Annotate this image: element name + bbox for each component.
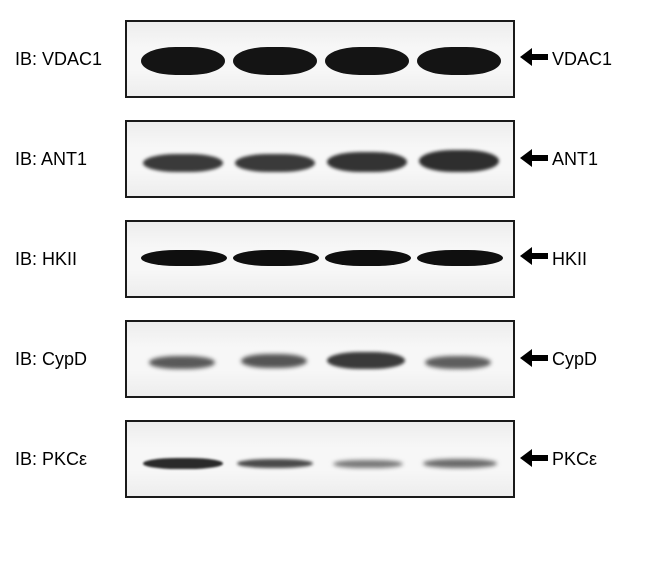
band-vdac1-lane2: [233, 47, 317, 75]
left-label-hkii: IB: HKII: [15, 249, 125, 270]
blot-row-hkii: IB: HKII HKII: [15, 220, 635, 298]
blot-box-pkce: [125, 420, 515, 498]
right-label-pkce: PKCε: [550, 449, 597, 470]
blot-row-ant1: IB: ANT1 ANT1: [15, 120, 635, 198]
arrow-icon: [515, 420, 550, 498]
band-cypd-lane4: [425, 356, 491, 369]
left-label-ant1: IB: ANT1: [15, 149, 125, 170]
blot-row-cypd: IB: CypD CypD: [15, 320, 635, 398]
arrow-icon: [515, 20, 550, 98]
blot-box-hkii: [125, 220, 515, 298]
band-hkii-lane2: [233, 250, 319, 266]
right-label-ant1: ANT1: [550, 149, 598, 170]
band-ant1-lane4: [419, 150, 499, 172]
blot-box-cypd: [125, 320, 515, 398]
right-label-cypd: CypD: [550, 349, 597, 370]
left-label-cypd: IB: CypD: [15, 349, 125, 370]
blot-row-vdac1: IB: VDAC1 VDAC1: [15, 20, 635, 98]
arrow-icon: [515, 120, 550, 198]
arrow-icon: [515, 220, 550, 298]
band-ant1-lane3: [327, 152, 407, 172]
band-pkce-lane1: [143, 458, 223, 469]
band-pkce-lane2: [237, 459, 313, 468]
blot-box-ant1: [125, 120, 515, 198]
band-hkii-lane4: [417, 250, 503, 266]
band-pkce-lane4: [423, 459, 497, 468]
right-label-hkii: HKII: [550, 249, 587, 270]
western-blot-figure: IB: VDAC1VDAC1IB: ANT1ANT1IB: HKIIHKIIIB…: [15, 20, 635, 498]
band-cypd-lane2: [241, 354, 307, 368]
left-label-vdac1: IB: VDAC1: [15, 49, 125, 70]
blot-box-vdac1: [125, 20, 515, 98]
band-hkii-lane1: [141, 250, 227, 266]
band-vdac1-lane3: [325, 47, 409, 75]
band-ant1-lane1: [143, 154, 223, 172]
band-cypd-lane1: [149, 356, 215, 369]
band-ant1-lane2: [235, 154, 315, 172]
arrow-icon: [515, 320, 550, 398]
band-vdac1-lane1: [141, 47, 225, 75]
band-pkce-lane3: [333, 460, 403, 468]
band-vdac1-lane4: [417, 47, 501, 75]
blot-row-pkce: IB: PKCε PKCε: [15, 420, 635, 498]
left-label-pkce: IB: PKCε: [15, 449, 125, 470]
band-hkii-lane3: [325, 250, 411, 266]
right-label-vdac1: VDAC1: [550, 49, 612, 70]
band-cypd-lane3: [327, 352, 405, 369]
